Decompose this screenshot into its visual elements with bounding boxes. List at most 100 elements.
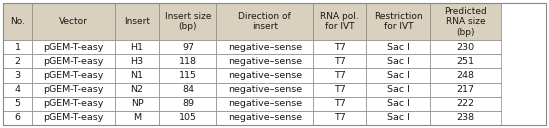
Text: negative–sense: negative–sense (228, 113, 302, 122)
Text: Sac I: Sac I (387, 85, 410, 94)
Text: Predicted
RNA size
(bp): Predicted RNA size (bp) (444, 7, 487, 36)
Text: M: M (133, 113, 141, 122)
Text: Direction of
insert: Direction of insert (238, 12, 291, 31)
Bar (115, 54, 159, 68)
Bar (3, 111, 32, 125)
Bar (366, 3, 430, 40)
Bar (216, 54, 313, 68)
Bar (430, 40, 501, 54)
Bar (32, 54, 115, 68)
Text: 1: 1 (15, 43, 21, 52)
Text: Sac I: Sac I (387, 43, 410, 52)
Bar (216, 97, 313, 111)
Text: 5: 5 (15, 99, 21, 108)
Text: pGEM-T-easy: pGEM-T-easy (43, 71, 104, 80)
Bar (430, 111, 501, 125)
Text: 238: 238 (457, 113, 475, 122)
Bar (313, 40, 366, 54)
Bar (32, 83, 115, 97)
Bar (313, 83, 366, 97)
Bar (366, 111, 430, 125)
Text: Sac I: Sac I (387, 113, 410, 122)
Text: pGEM-T-easy: pGEM-T-easy (43, 113, 104, 122)
Bar (366, 68, 430, 83)
Text: 222: 222 (457, 99, 475, 108)
Bar (313, 68, 366, 83)
Text: Insert: Insert (124, 17, 150, 26)
Bar (115, 68, 159, 83)
Bar (159, 97, 216, 111)
Text: negative–sense: negative–sense (228, 57, 302, 66)
Text: Insert size
(bp): Insert size (bp) (165, 12, 211, 31)
Bar (159, 83, 216, 97)
Text: N2: N2 (131, 85, 144, 94)
Bar (430, 68, 501, 83)
Bar (115, 97, 159, 111)
Text: 251: 251 (457, 57, 475, 66)
Text: Sac I: Sac I (387, 99, 410, 108)
Bar (3, 97, 32, 111)
Text: pGEM-T-easy: pGEM-T-easy (43, 99, 104, 108)
Bar (115, 111, 159, 125)
Text: RNA pol.
for IVT: RNA pol. for IVT (320, 12, 359, 31)
Text: 105: 105 (179, 113, 197, 122)
Bar (159, 68, 216, 83)
Text: negative–sense: negative–sense (228, 85, 302, 94)
Bar (159, 54, 216, 68)
Text: negative–sense: negative–sense (228, 71, 302, 80)
Text: N1: N1 (131, 71, 144, 80)
Text: 4: 4 (15, 85, 21, 94)
Text: Restriction
for IVT: Restriction for IVT (374, 12, 423, 31)
Text: Vector: Vector (59, 17, 88, 26)
Text: 89: 89 (182, 99, 194, 108)
Bar (313, 111, 366, 125)
Bar (32, 68, 115, 83)
Bar (313, 3, 366, 40)
Text: No.: No. (10, 17, 25, 26)
Text: T7: T7 (334, 113, 345, 122)
Bar (115, 3, 159, 40)
Bar (115, 83, 159, 97)
Bar (366, 97, 430, 111)
Text: T7: T7 (334, 43, 345, 52)
Bar (313, 97, 366, 111)
Bar (3, 83, 32, 97)
Text: 248: 248 (457, 71, 475, 80)
Text: 97: 97 (182, 43, 194, 52)
Text: Sac I: Sac I (387, 71, 410, 80)
Text: 2: 2 (15, 57, 21, 66)
Bar (216, 111, 313, 125)
Text: negative–sense: negative–sense (228, 43, 302, 52)
Text: negative–sense: negative–sense (228, 99, 302, 108)
Text: 84: 84 (182, 85, 194, 94)
Bar (3, 54, 32, 68)
Text: pGEM-T-easy: pGEM-T-easy (43, 85, 104, 94)
Text: NP: NP (131, 99, 143, 108)
Bar (430, 97, 501, 111)
Text: Sac I: Sac I (387, 57, 410, 66)
Text: H1: H1 (131, 43, 144, 52)
Bar (366, 83, 430, 97)
Bar (216, 40, 313, 54)
Text: pGEM-T-easy: pGEM-T-easy (43, 57, 104, 66)
Text: T7: T7 (334, 57, 345, 66)
Bar (430, 83, 501, 97)
Bar (115, 40, 159, 54)
Bar (216, 68, 313, 83)
Text: H3: H3 (131, 57, 144, 66)
Bar (430, 3, 501, 40)
Text: 3: 3 (15, 71, 21, 80)
Bar (32, 40, 115, 54)
Text: 217: 217 (457, 85, 475, 94)
Bar (216, 3, 313, 40)
Text: 230: 230 (457, 43, 475, 52)
Text: 6: 6 (15, 113, 21, 122)
Bar (32, 111, 115, 125)
Bar (3, 3, 32, 40)
Text: T7: T7 (334, 71, 345, 80)
Text: T7: T7 (334, 99, 345, 108)
Bar (366, 40, 430, 54)
Text: 115: 115 (179, 71, 197, 80)
Bar (159, 40, 216, 54)
Text: T7: T7 (334, 85, 345, 94)
